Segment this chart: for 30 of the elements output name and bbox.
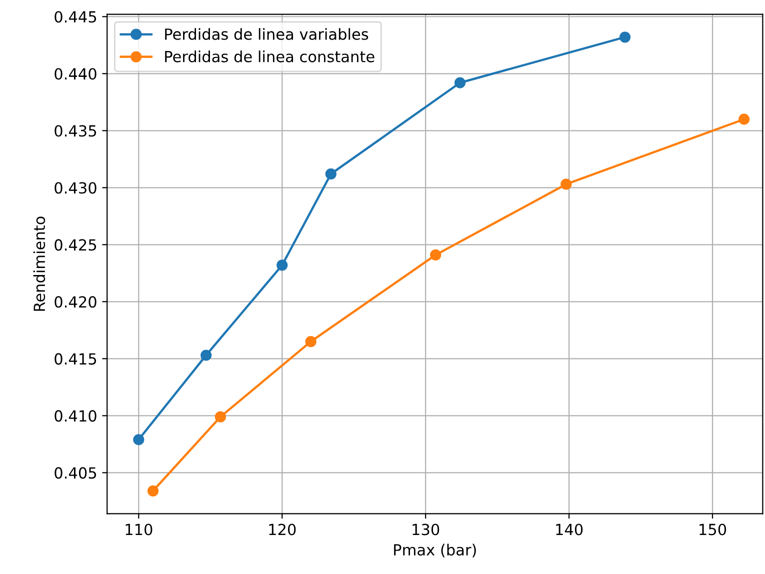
point bbox=[133, 434, 144, 446]
point bbox=[560, 178, 572, 190]
x-axis-title: Pmax (bar) bbox=[394, 544, 476, 558]
y-tick-label: 0.405 bbox=[54, 467, 96, 479]
x-tick-label: 110 bbox=[126, 524, 152, 536]
point bbox=[619, 32, 631, 43]
y-tick-label: 0.425 bbox=[54, 239, 96, 251]
point bbox=[454, 77, 466, 88]
y-tick-label: 0.420 bbox=[54, 296, 96, 308]
y-tick-label: 0.440 bbox=[54, 68, 96, 80]
x-tick-label: 130 bbox=[412, 524, 440, 536]
x-tick-label: 120 bbox=[269, 524, 296, 536]
legend-label: Perdidas de linea variables bbox=[165, 28, 368, 40]
point bbox=[200, 350, 212, 361]
y-tick-label: 0.445 bbox=[54, 11, 96, 23]
point bbox=[738, 114, 750, 125]
point bbox=[276, 260, 288, 271]
y-tick-label: 0.415 bbox=[54, 353, 96, 365]
point bbox=[430, 249, 442, 260]
point bbox=[305, 336, 316, 348]
x-tick-label: 140 bbox=[556, 524, 583, 536]
y-axis-title: Rendimiento bbox=[33, 216, 46, 311]
point bbox=[147, 485, 159, 496]
y-tick-label: 0.435 bbox=[54, 125, 96, 137]
point bbox=[214, 411, 226, 422]
legend-label: Perdidas de linea constante bbox=[165, 50, 374, 62]
point bbox=[325, 168, 336, 180]
y-tick-label: 0.410 bbox=[54, 410, 96, 422]
x-tick-label: 150 bbox=[700, 524, 726, 536]
y-tick-label: 0.430 bbox=[54, 182, 96, 194]
